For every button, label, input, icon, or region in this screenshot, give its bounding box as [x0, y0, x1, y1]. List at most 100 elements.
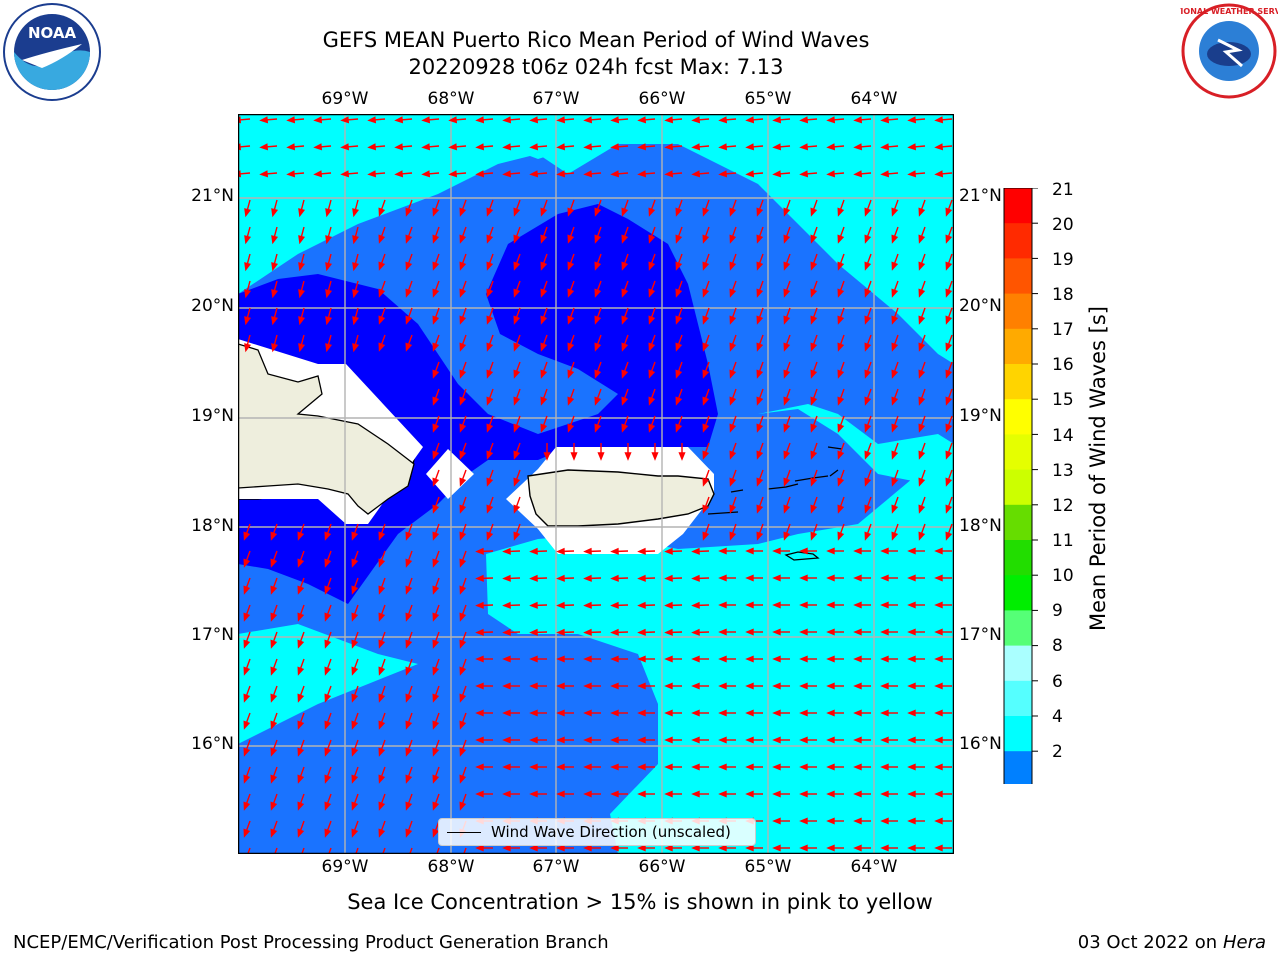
wind-wave-arrow-head [783, 531, 791, 541]
wind-wave-arrow-head [756, 369, 764, 379]
wind-wave-arrow-head [691, 763, 700, 771]
wind-wave-arrow-head [772, 736, 781, 744]
wind-wave-arrow-head [691, 170, 701, 178]
wind-wave-arrow-head [810, 531, 818, 541]
wind-wave-arrow-head [907, 790, 916, 798]
wind-wave-arrow-head [799, 547, 808, 555]
wind-wave-arrow-head [567, 234, 575, 244]
lat-label-left-20n: 20°N [191, 296, 234, 316]
wind-wave-arrow-head [745, 116, 755, 124]
wind-wave-arrow-head [907, 817, 916, 825]
wind-wave-arrow-head [352, 316, 360, 326]
wind-wave-arrow-head [394, 116, 404, 124]
colorbar-segment [1004, 188, 1032, 224]
wind-wave-arrow-head [675, 423, 683, 433]
wind-wave-arrow-head [864, 288, 872, 298]
wind-wave-arrow-head [880, 817, 889, 825]
wind-wave-arrow-head [298, 343, 306, 353]
wind-wave-arrow-head [945, 423, 953, 433]
wind-wave-arrow-head [243, 639, 251, 649]
wind-wave-arrow-head [907, 170, 917, 178]
wind-wave-arrow-head [421, 170, 431, 178]
wind-wave-arrow-head [351, 693, 359, 703]
wind-wave-arrow-head [378, 315, 386, 325]
wind-wave-arrow-head [513, 423, 521, 433]
wind-wave-arrow-head [799, 736, 808, 744]
wind-wave-arrow-head [891, 234, 899, 244]
wind-wave-arrow-head [729, 315, 737, 325]
wind-wave-arrow-head [637, 709, 646, 717]
wind-wave-arrow-head [486, 234, 494, 244]
wind-wave-arrow-head [459, 423, 467, 433]
wind-wave-arrow-head [907, 844, 916, 852]
wind-wave-arrow-head [729, 477, 737, 487]
wind-wave-arrow-head [610, 628, 619, 636]
wind-wave-arrow-head [432, 531, 440, 541]
footer-machine: Hera [1222, 932, 1266, 953]
wind-wave-arrow-head [826, 817, 835, 825]
wind-wave-arrow-head [270, 774, 278, 784]
wind-wave-arrow-head [324, 720, 332, 730]
wind-wave-arrow-head [864, 477, 872, 487]
wind-wave-arrow-head [556, 116, 566, 124]
wind-wave-arrow-head [298, 316, 306, 326]
colorbar-tick-16: 16 [1052, 355, 1074, 375]
wind-wave-arrow-head [432, 828, 440, 838]
wind-wave-arrow-head [529, 116, 539, 124]
wind-wave-arrow-head [718, 170, 728, 178]
wind-wave-arrow-head [513, 477, 521, 487]
colorbar-segment [1004, 469, 1032, 506]
wind-wave-arrow-head [244, 208, 252, 218]
wind-wave-arrow-head [270, 531, 278, 541]
wind-wave-arrow-head [459, 369, 467, 379]
wind-wave-arrow-head [351, 585, 359, 595]
wind-wave-arrow-head [891, 531, 899, 541]
wind-wave-arrow-head [853, 116, 863, 124]
wind-wave-arrow-head [880, 709, 889, 717]
wind-wave-arrow-head [837, 450, 845, 460]
colorbar-segment [1004, 540, 1032, 576]
wind-wave-arrow-head [583, 628, 592, 636]
wind-wave-arrow-head [826, 143, 836, 151]
wind-wave-arrow-head [367, 143, 377, 151]
wind-wave-arrow-head [610, 170, 620, 178]
wind-wave-arrow-head [432, 207, 440, 217]
wind-wave-arrow-head [918, 423, 926, 433]
wind-wave-arrow-head [543, 452, 551, 461]
wind-wave-arrow-head [352, 343, 360, 353]
wind-wave-arrow-head [432, 504, 440, 514]
wind-wave-arrow-head [405, 234, 413, 244]
wind-wave-arrow-head [324, 531, 332, 541]
wind-wave-arrow-head [270, 666, 278, 676]
wind-wave-arrow-head [270, 747, 278, 757]
colorbar-segment [1004, 610, 1032, 647]
wind-wave-arrow-head [826, 763, 835, 771]
lat-label-left-17n: 17°N [191, 625, 234, 645]
wind-wave-arrow-head [298, 262, 306, 272]
wind-wave-arrow-head [432, 423, 440, 433]
wind-wave-arrow-head [405, 612, 413, 622]
lon-label-bottom-67w: 67°W [532, 857, 580, 877]
wind-wave-arrow-head [325, 316, 333, 326]
wind-wave-arrow-head [352, 235, 360, 245]
wind-wave-arrow-head [810, 504, 818, 514]
wind-wave-arrow-head [718, 655, 727, 663]
wind-wave-arrow-head [945, 450, 953, 460]
wind-wave-arrow-head [880, 790, 889, 798]
map-panel [232, 113, 955, 865]
wind-wave-arrow-head [502, 655, 511, 663]
wind-wave-arrow-head [556, 763, 565, 771]
nws-logo: NATIONAL WEATHER SERVICE [1163, 2, 1280, 100]
wind-wave-arrow-head [837, 369, 845, 379]
wind-wave-arrow-head [718, 547, 727, 555]
lat-label-right-18n: 18°N [959, 516, 1002, 536]
wind-wave-arrow-head [907, 143, 917, 151]
lat-label-right-20n: 20°N [959, 296, 1002, 316]
wind-wave-arrow-head [325, 262, 333, 272]
wind-wave-arrow-head [837, 288, 845, 298]
wind-wave-arrow-head [378, 234, 386, 244]
wind-wave-arrow-head [826, 844, 835, 852]
lon-label-bottom-64w: 64°W [850, 857, 898, 877]
wind-wave-arrow-head [313, 170, 323, 178]
wind-wave-arrow-head [459, 450, 467, 460]
